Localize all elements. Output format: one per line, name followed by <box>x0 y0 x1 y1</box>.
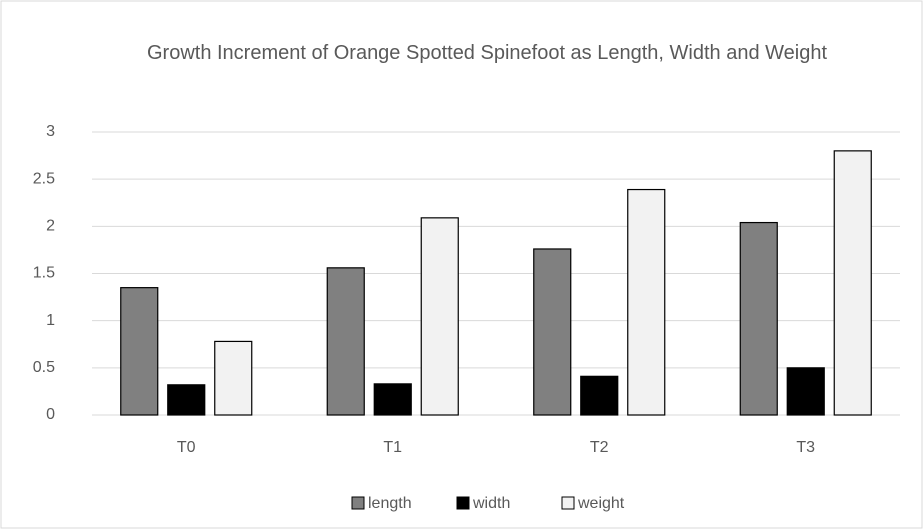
legend-swatch <box>561 496 575 510</box>
bar <box>326 267 365 416</box>
bar <box>739 221 778 416</box>
x-tick-label: T1 <box>383 439 402 456</box>
legend-label: weight <box>577 495 625 512</box>
bar <box>786 367 825 416</box>
y-tick-label: 3 <box>46 123 55 140</box>
legend-swatch <box>351 496 365 510</box>
legend-label: width <box>472 495 510 512</box>
bar <box>533 248 572 416</box>
y-tick-label: 1.5 <box>33 265 55 282</box>
x-tick-label: T2 <box>590 439 609 456</box>
bar <box>120 287 159 416</box>
y-tick-label: 0.5 <box>33 359 55 376</box>
bar <box>214 340 253 416</box>
bar <box>833 150 872 416</box>
x-tick-label: T3 <box>796 439 815 456</box>
legend-label: length <box>368 495 412 512</box>
y-tick-label: 1 <box>46 312 55 329</box>
y-tick-label: 0 <box>46 406 55 423</box>
chart-title: Growth Increment of Orange Spotted Spine… <box>146 42 828 64</box>
bar <box>373 383 412 416</box>
bar <box>420 217 459 416</box>
bar <box>167 384 206 416</box>
bar <box>580 375 619 416</box>
bar <box>627 188 666 416</box>
legend-swatch <box>456 496 470 510</box>
y-tick-label: 2.5 <box>33 170 55 187</box>
x-tick-label: T0 <box>177 439 196 456</box>
y-tick-label: 2 <box>46 218 55 235</box>
